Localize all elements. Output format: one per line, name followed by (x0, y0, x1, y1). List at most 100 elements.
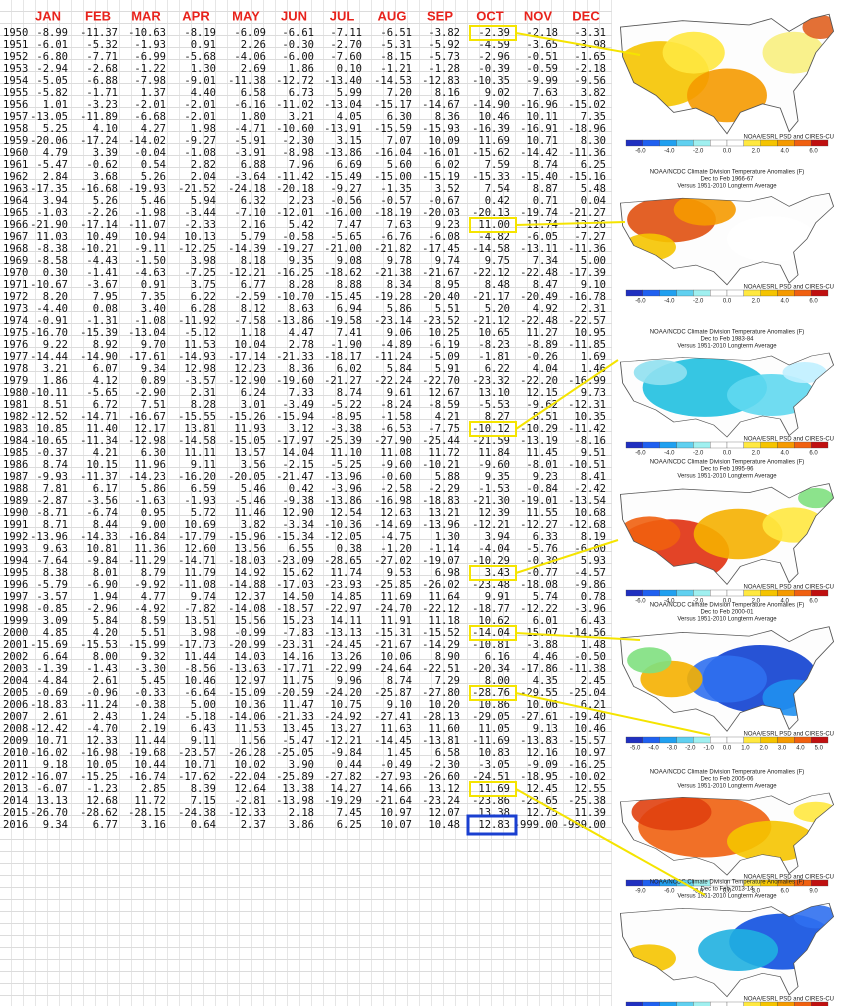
anomaly-region (622, 233, 676, 261)
value-cell: -19.68 (128, 747, 166, 759)
map-title: NOAA/NCDC Climate Division Temperature A… (650, 460, 805, 466)
value-cell: 7.95 (93, 291, 118, 303)
value-cell: 6.64 (43, 651, 68, 663)
value-cell: -2.96 (478, 51, 510, 63)
value-cell: -28.62 (80, 807, 118, 819)
value-cell: 4.77 (141, 591, 166, 603)
value-cell: -11.08 (178, 579, 216, 591)
value-cell: 8.59 (141, 615, 166, 627)
value-cell: -10.67 (30, 279, 68, 291)
colorbar-cell (710, 1001, 728, 1006)
value-cell: -15.45 (324, 291, 362, 303)
colorbar-label: 2.0 (752, 451, 761, 457)
value-cell: -8.15 (380, 51, 412, 63)
value-cell: -8.01 (526, 459, 558, 471)
colorbar-label: 9.0 (809, 889, 818, 895)
value-cell: -14.71 (178, 555, 216, 567)
value-cell: 8.95 (435, 279, 460, 291)
value-cell: -21.38 (374, 267, 412, 279)
colorbar-label: 3.0 (778, 746, 787, 752)
highlight-box (469, 217, 517, 233)
value-cell: -15.07 (520, 627, 558, 639)
value-cell: 3.90 (289, 759, 314, 771)
value-cell: 11.74 (330, 567, 362, 579)
value-cell: 6.72 (93, 399, 118, 411)
map (619, 13, 835, 135)
year-cell: 2016 (3, 819, 28, 831)
value-cell: 7.45 (337, 807, 362, 819)
value-cell: -9.84 (330, 747, 362, 759)
value-cell: 11.47 (282, 699, 314, 711)
highlight-box (469, 25, 517, 41)
value-cell: 3.82 (581, 87, 606, 99)
value-cell: -14.90 (472, 99, 510, 111)
colorbar-cell (811, 139, 829, 147)
value-cell: 11.53 (234, 723, 266, 735)
value-cell: 12.16 (526, 747, 558, 759)
value-cell: -10.29 (472, 555, 510, 567)
value-cell: -14.02 (128, 135, 166, 147)
colorbar-cell (760, 289, 778, 297)
map-title: NOAA/NCDC Climate Division Temperature A… (650, 880, 805, 886)
month-header: JAN (35, 8, 61, 23)
value-cell: 8.39 (191, 783, 216, 795)
value-cell: 5.48 (581, 183, 606, 195)
year-cell: 2004 (3, 675, 28, 687)
value-cell: -7.75 (428, 423, 460, 435)
map-period: Dec to Feb 2000-01 (700, 610, 754, 616)
value-cell: 14.92 (234, 567, 266, 579)
colorbar-cell (625, 139, 643, 147)
value-cell: -27.82 (324, 771, 362, 783)
colorbar-cell (659, 139, 677, 147)
value-cell: 5.20 (485, 303, 510, 315)
year-cell: 1978 (3, 363, 28, 375)
anomaly-region (762, 507, 825, 543)
value-cell: 5.84 (387, 363, 412, 375)
value-cell: -3.49 (282, 399, 314, 411)
value-cell: -3.23 (86, 99, 118, 111)
value-cell: -2.39 (478, 27, 510, 39)
value-cell: 1.01 (43, 99, 68, 111)
value-cell: -3.05 (478, 759, 510, 771)
colorbar-cell (659, 736, 677, 744)
year-cell: 1981 (3, 399, 28, 411)
value-cell: 2.82 (191, 159, 216, 171)
value-cell: -3.30 (134, 663, 166, 675)
value-cell: 5.45 (141, 675, 166, 687)
value-cell: 6.02 (337, 363, 362, 375)
value-cell: -2.94 (36, 63, 68, 75)
value-cell: -10.29 (520, 423, 558, 435)
value-cell: 3.16 (141, 819, 166, 831)
value-cell: 4.20 (93, 627, 118, 639)
colorbar-cell (760, 736, 778, 744)
year-cell: 1973 (3, 303, 28, 315)
year-cell: 1975 (3, 327, 28, 339)
year-cell: 1968 (3, 243, 28, 255)
connector (515, 359, 619, 430)
value-cell: -5.76 (526, 543, 558, 555)
value-cell: 10.48 (428, 819, 460, 831)
value-cell: 4.21 (93, 447, 118, 459)
value-cell: -0.57 (380, 195, 412, 207)
map-outline (619, 902, 835, 998)
value-cell: 2.31 (581, 303, 606, 315)
value-cell: 12.60 (184, 543, 216, 555)
value-cell: 5.51 (435, 303, 460, 315)
colorbar-label: 1.0 (741, 746, 750, 752)
value-cell: -21.17 (472, 291, 510, 303)
value-cell: 6.30 (141, 447, 166, 459)
value-cell: -1.93 (184, 495, 216, 507)
value-cell: 10.81 (86, 543, 118, 555)
value-cell: -0.38 (134, 699, 166, 711)
value-cell: -13.19 (520, 435, 558, 447)
value-cell: -1.28 (428, 63, 460, 75)
value-cell: 9.08 (337, 255, 362, 267)
value-cell: -14.42 (520, 147, 558, 159)
value-cell: -18.95 (520, 771, 558, 783)
value-cell: -15.05 (228, 435, 266, 447)
colorbar-cell (676, 589, 694, 597)
value-cell: -14.53 (374, 75, 412, 87)
value-cell: 13.51 (184, 615, 216, 627)
value-cell: 13.26 (330, 651, 362, 663)
value-cell: 5.79 (241, 231, 266, 243)
